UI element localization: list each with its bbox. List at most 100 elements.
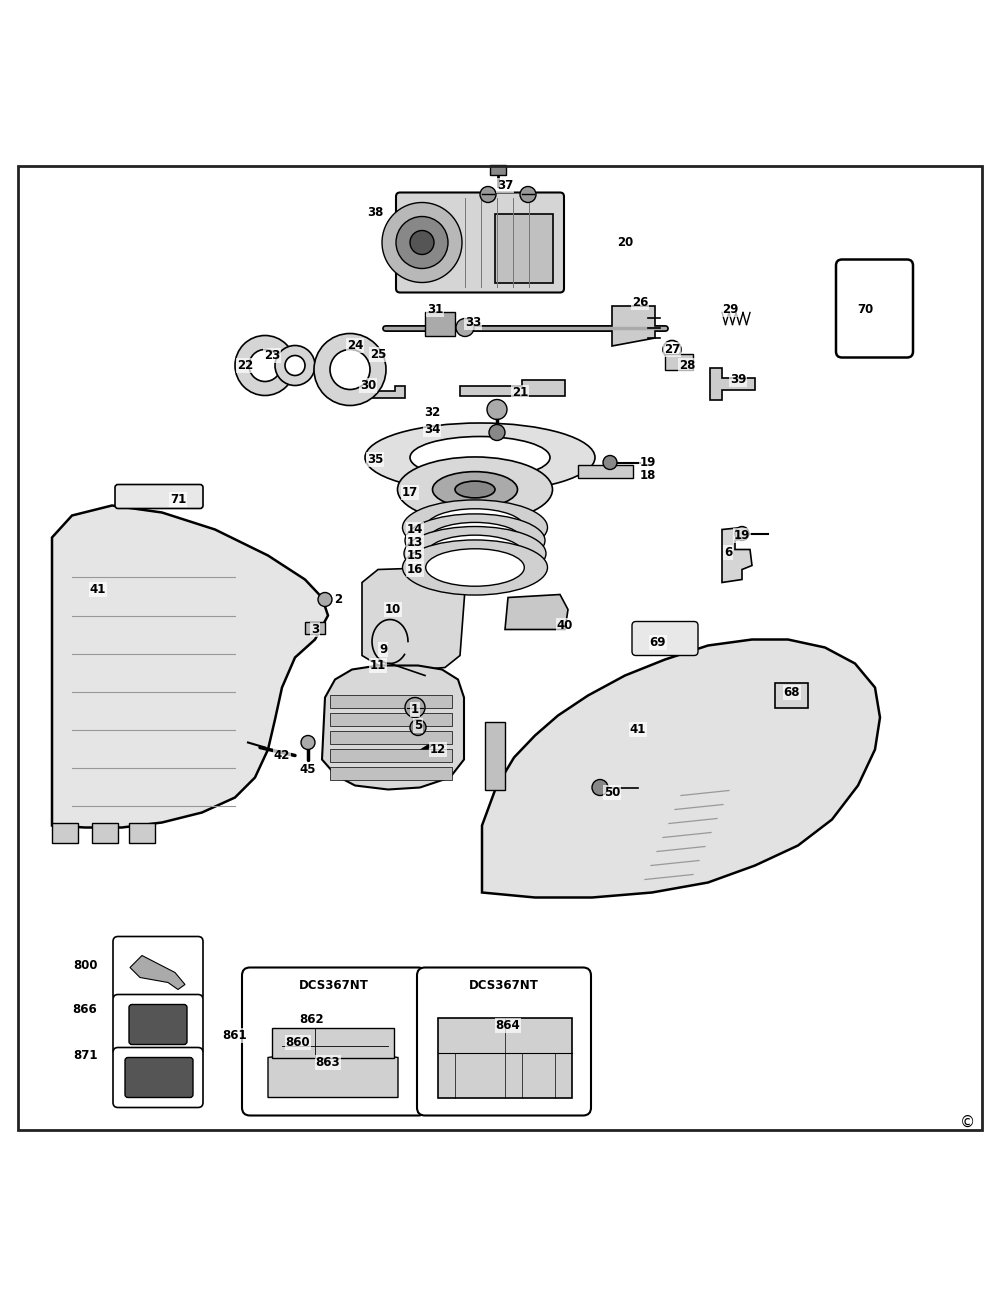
- Text: 871: 871: [73, 1049, 97, 1062]
- Text: 24: 24: [347, 339, 363, 352]
- Text: 26: 26: [632, 297, 648, 310]
- Text: 861: 861: [223, 1030, 247, 1042]
- Polygon shape: [362, 567, 465, 671]
- Text: 69: 69: [650, 636, 666, 649]
- Text: 20: 20: [617, 236, 633, 249]
- Text: 1: 1: [411, 703, 419, 716]
- Ellipse shape: [455, 482, 495, 497]
- Circle shape: [410, 720, 426, 736]
- Bar: [665, 354, 693, 369]
- Text: 42: 42: [274, 749, 290, 761]
- Bar: [52, 822, 78, 843]
- Text: 31: 31: [427, 303, 443, 316]
- Circle shape: [603, 456, 617, 470]
- Text: DCS367NT: DCS367NT: [469, 979, 539, 992]
- Polygon shape: [130, 956, 185, 989]
- FancyBboxPatch shape: [242, 967, 426, 1115]
- Circle shape: [520, 186, 536, 202]
- Circle shape: [663, 341, 681, 359]
- Ellipse shape: [426, 509, 524, 546]
- Text: 27: 27: [664, 343, 680, 356]
- Text: 68: 68: [784, 686, 800, 699]
- Polygon shape: [775, 682, 808, 707]
- Polygon shape: [52, 505, 328, 828]
- FancyBboxPatch shape: [113, 995, 203, 1054]
- Text: 33: 33: [465, 316, 481, 329]
- Text: 17: 17: [402, 486, 418, 499]
- FancyBboxPatch shape: [125, 1058, 193, 1097]
- Text: 864: 864: [496, 1019, 520, 1032]
- Text: 19: 19: [734, 528, 750, 543]
- FancyBboxPatch shape: [113, 1048, 203, 1107]
- Polygon shape: [322, 666, 464, 790]
- Ellipse shape: [426, 549, 524, 587]
- Text: 21: 21: [512, 386, 528, 399]
- Text: 14: 14: [407, 523, 423, 536]
- Text: 2: 2: [334, 593, 342, 606]
- Circle shape: [410, 231, 434, 255]
- Circle shape: [314, 334, 386, 405]
- Polygon shape: [505, 594, 568, 629]
- Text: 6: 6: [724, 546, 732, 559]
- Ellipse shape: [404, 527, 546, 580]
- Text: ©: ©: [960, 1115, 976, 1131]
- Text: 3: 3: [311, 623, 319, 636]
- Text: 863: 863: [316, 1055, 340, 1068]
- Text: 40: 40: [557, 619, 573, 632]
- Text: 29: 29: [722, 303, 738, 316]
- Circle shape: [301, 736, 315, 750]
- Text: 19: 19: [640, 456, 656, 469]
- Text: 16: 16: [407, 563, 423, 576]
- Ellipse shape: [398, 457, 552, 522]
- Circle shape: [487, 399, 507, 420]
- Polygon shape: [272, 1027, 394, 1058]
- Polygon shape: [612, 306, 655, 346]
- Polygon shape: [460, 379, 565, 395]
- Text: 800: 800: [73, 960, 97, 973]
- Text: 45: 45: [300, 763, 316, 776]
- FancyBboxPatch shape: [632, 622, 698, 655]
- Bar: [330, 694, 452, 707]
- Text: 862: 862: [300, 1013, 324, 1026]
- Circle shape: [405, 698, 425, 717]
- Circle shape: [396, 216, 448, 268]
- Bar: [305, 622, 325, 633]
- Bar: [490, 164, 506, 175]
- Text: 11: 11: [370, 659, 386, 672]
- Ellipse shape: [402, 540, 548, 594]
- Text: 18: 18: [640, 469, 656, 482]
- Text: 12: 12: [430, 743, 446, 756]
- FancyBboxPatch shape: [396, 193, 564, 293]
- Bar: [92, 822, 118, 843]
- Circle shape: [249, 350, 281, 382]
- Bar: [495, 215, 553, 282]
- Text: 5: 5: [414, 719, 422, 732]
- Bar: [129, 822, 155, 843]
- Ellipse shape: [427, 535, 523, 572]
- Polygon shape: [358, 386, 405, 398]
- Text: 34: 34: [424, 423, 440, 436]
- Text: 13: 13: [407, 536, 423, 549]
- Circle shape: [285, 356, 305, 376]
- Circle shape: [382, 202, 462, 282]
- Bar: [425, 312, 455, 335]
- Polygon shape: [268, 1052, 398, 1097]
- Ellipse shape: [432, 471, 518, 508]
- Text: 37: 37: [497, 179, 513, 192]
- Text: 71: 71: [170, 493, 186, 506]
- Circle shape: [330, 350, 370, 390]
- Text: 38: 38: [367, 206, 383, 219]
- Circle shape: [456, 319, 474, 337]
- Ellipse shape: [402, 500, 548, 556]
- Text: 22: 22: [237, 359, 253, 372]
- Text: 41: 41: [630, 723, 646, 736]
- Polygon shape: [722, 527, 752, 583]
- Ellipse shape: [405, 514, 545, 567]
- Bar: [330, 767, 452, 780]
- Text: 39: 39: [730, 373, 746, 386]
- Bar: [578, 465, 633, 478]
- FancyBboxPatch shape: [836, 259, 913, 357]
- Polygon shape: [710, 368, 755, 399]
- Circle shape: [735, 527, 749, 540]
- Circle shape: [235, 335, 295, 395]
